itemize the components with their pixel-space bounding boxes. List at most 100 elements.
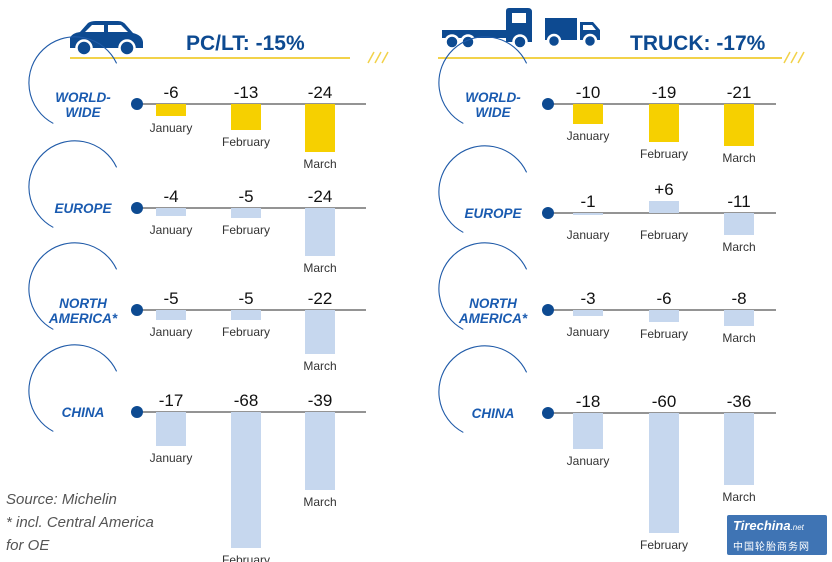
header-rule-slash (381, 51, 389, 64)
month-tick-label: February (640, 327, 688, 341)
watermark-logo: Tirechina.net (733, 518, 804, 533)
month-tick-label: March (303, 261, 336, 275)
month-tick-label: February (640, 228, 688, 242)
bar (305, 208, 335, 256)
region-arc (438, 36, 528, 124)
data-label: -10 (576, 83, 601, 102)
month-tick-label: February (222, 223, 270, 237)
footnotes: Source: Michelin * incl. Central America… (6, 488, 154, 557)
car-icon (70, 21, 143, 57)
watermark-chinese: 中国轮胎商务网 (733, 542, 810, 553)
bar (649, 310, 679, 322)
flatbed-wheel (512, 34, 528, 50)
region-label: AMERICA* (458, 311, 528, 326)
month-tick-label: February (640, 538, 688, 552)
data-label: -3 (580, 289, 595, 308)
data-label: -68 (234, 391, 259, 410)
panel-pc-lt: PC/LT: -15% WORLD-WIDE -6 -13 -24 January Febr… (28, 21, 389, 562)
region-row: CHINA -17 -68 -39 January February March (28, 344, 366, 562)
bar (156, 412, 186, 446)
bar (649, 104, 679, 142)
data-label: -39 (308, 391, 333, 410)
data-label: -13 (234, 83, 259, 102)
month-tick-label: March (722, 490, 755, 504)
region-label: WORLD- (55, 90, 111, 105)
header-rule-slash (790, 51, 798, 64)
bar (156, 208, 186, 216)
data-label: -36 (727, 392, 752, 411)
data-label: -6 (163, 83, 178, 102)
bar (649, 413, 679, 533)
month-tick-label: January (150, 325, 193, 339)
axis-dot (542, 207, 554, 219)
region-row: CHINA -18 -60 -36 January February March (438, 345, 776, 552)
bar (305, 104, 335, 152)
month-tick-label: January (150, 223, 193, 237)
bar (305, 310, 335, 354)
data-label: -6 (656, 289, 671, 308)
bar (305, 412, 335, 490)
data-label: -1 (580, 192, 595, 211)
footnote-source: Source: Michelin (6, 491, 117, 508)
bar (231, 412, 261, 548)
box-truck-window (583, 25, 596, 30)
month-tick-label: February (222, 135, 270, 149)
box-truck-wheel (582, 33, 598, 49)
month-tick-label: March (303, 359, 336, 373)
axis-dot (542, 407, 554, 419)
bar (573, 104, 603, 124)
bar (724, 310, 754, 326)
data-label: -18 (576, 392, 601, 411)
data-label: -17 (159, 391, 184, 410)
month-tick-label: January (150, 121, 193, 135)
region-arc (438, 242, 528, 330)
panel-header-title: PC/LT: -15% (186, 32, 305, 55)
region-label: NORTH (469, 296, 517, 311)
month-tick-label: January (567, 325, 610, 339)
flatbed-platform (442, 30, 506, 38)
data-label: -24 (308, 83, 333, 102)
region-label: WIDE (65, 105, 101, 120)
data-label: -22 (308, 289, 333, 308)
data-label: -21 (727, 83, 752, 102)
month-tick-label: January (150, 451, 193, 465)
car-wheel (118, 39, 136, 57)
bar (649, 201, 679, 213)
month-tick-label: January (567, 129, 610, 143)
month-tick-label: March (722, 240, 755, 254)
bar (231, 310, 261, 320)
month-tick-label: January (567, 454, 610, 468)
region-row: EUROPE -4 -5 -24 January February March (28, 140, 366, 275)
region-arc (438, 345, 528, 433)
bar (724, 413, 754, 485)
data-label: -5 (163, 289, 178, 308)
data-label: -11 (727, 192, 750, 211)
region-arc (28, 344, 118, 432)
region-row: WORLD-WIDE -10 -19 -21 January February March (438, 36, 776, 165)
region-arc (28, 242, 118, 330)
header-rule-slash (797, 51, 805, 64)
region-label: EUROPE (54, 201, 112, 216)
axis-dot (131, 304, 143, 316)
region-arc (28, 36, 118, 124)
data-label: -60 (652, 392, 677, 411)
bar (573, 310, 603, 316)
bar (573, 413, 603, 449)
axis-dot (131, 202, 143, 214)
data-label: -5 (238, 289, 253, 308)
footnote-oe: for OE (6, 537, 50, 554)
flatbed-wheel (444, 34, 460, 50)
region-row: EUROPE -1 +6 -11 January February March (438, 145, 776, 254)
header-rule-slash (783, 51, 791, 64)
flatbed-window (512, 13, 526, 23)
month-tick-label: February (222, 553, 270, 562)
region-label: CHINA (472, 406, 515, 421)
bar (724, 104, 754, 146)
region-label: EUROPE (464, 206, 522, 221)
bar (724, 213, 754, 235)
region-label: NORTH (59, 296, 107, 311)
data-label: -5 (238, 187, 253, 206)
